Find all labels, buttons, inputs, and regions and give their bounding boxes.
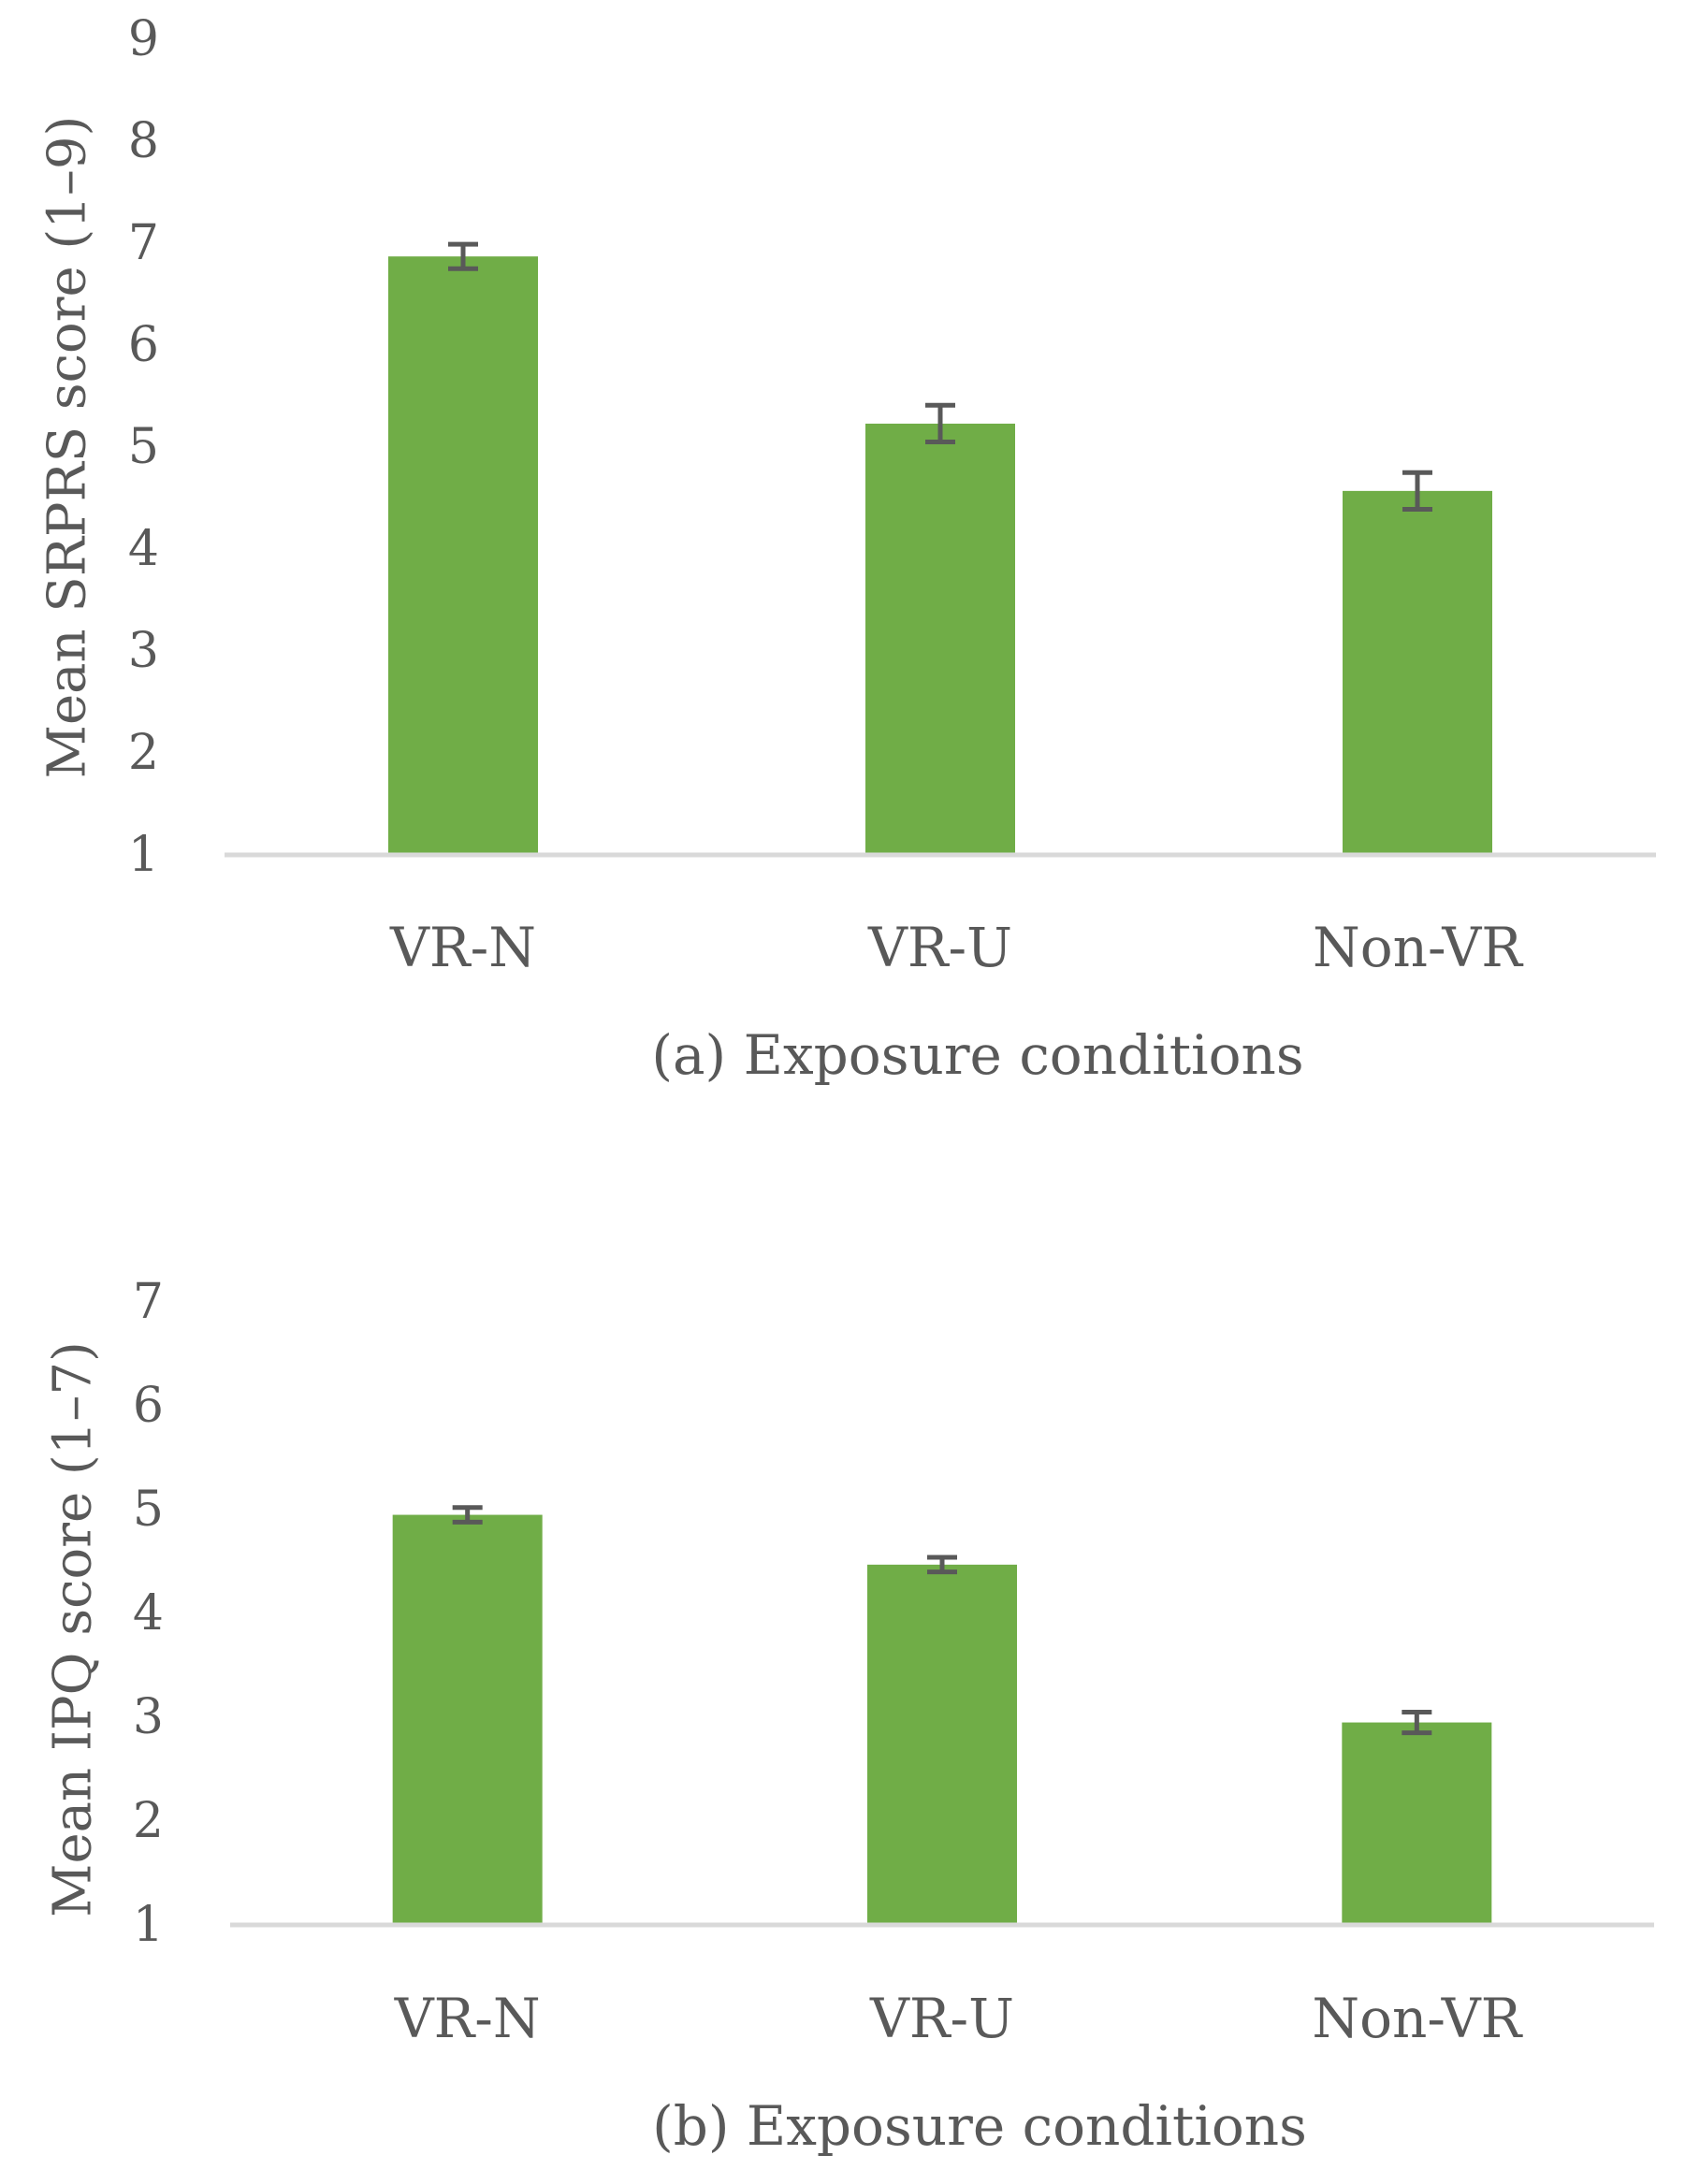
y-tick-label: 3 — [133, 1689, 164, 1745]
category-label: VR-U — [869, 1987, 1014, 2050]
category-label: Non-VR — [1312, 1987, 1523, 2050]
y-tick-label: 5 — [133, 1482, 164, 1538]
error-bar-vr-n — [448, 241, 478, 271]
category-label: VR-N — [394, 1987, 541, 2050]
y-tick-label: 2 — [128, 725, 159, 781]
y-tick-label: 7 — [133, 1274, 164, 1330]
y-axis-title: Mean IPQ score (1–7) — [43, 1341, 104, 1917]
y-tick-label: 4 — [133, 1585, 164, 1642]
category-label: Non-VR — [1313, 916, 1524, 979]
error-bar-vr-u — [927, 1555, 957, 1575]
x-axis-title: (a) Exposure conditions — [651, 1023, 1303, 1087]
y-tick-label: 1 — [133, 1897, 164, 1953]
y-tick-label: 6 — [128, 317, 159, 373]
y-tick-label: 7 — [128, 215, 159, 271]
bar-vr-n — [388, 256, 538, 855]
y-tick-label: 3 — [128, 623, 159, 679]
error-bar-non-vr — [1402, 1709, 1432, 1736]
y-tick-label: 5 — [128, 419, 159, 475]
x-axis-title: (b) Exposure conditions — [652, 2094, 1307, 2158]
category-label: VR-U — [867, 916, 1012, 979]
bar-vr-n — [392, 1514, 543, 1925]
error-bar-vr-u — [925, 402, 955, 445]
y-tick-label: 6 — [133, 1378, 164, 1434]
bar-non-vr — [1342, 1722, 1492, 1925]
bar-vr-u — [865, 423, 1015, 855]
chart-a: 1 2 3 4 5 6 7 8 9 VR-N VR-U Non-VR Mean SRPRS score … — [37, 11, 1656, 1087]
chart-b: 1 2 3 4 5 6 7 VR-N VR-U Non-VR Mean IPQ score (1–7… — [43, 1274, 1654, 2158]
y-tick-label: 9 — [128, 11, 159, 67]
error-bar-non-vr — [1402, 470, 1432, 512]
bar-vr-u — [867, 1564, 1017, 1925]
y-tick-label: 8 — [128, 113, 159, 169]
error-bar-vr-n — [452, 1505, 483, 1525]
category-label: VR-N — [389, 916, 536, 979]
y-tick-label: 4 — [128, 521, 159, 577]
y-axis-title: Mean SRPRS score (1–9) — [37, 116, 98, 779]
y-tick-label: 2 — [133, 1793, 164, 1849]
y-tick-label: 1 — [128, 827, 159, 883]
bar-non-vr — [1343, 490, 1492, 855]
